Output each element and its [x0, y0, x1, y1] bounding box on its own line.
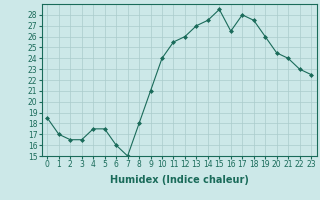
X-axis label: Humidex (Indice chaleur): Humidex (Indice chaleur): [110, 175, 249, 185]
